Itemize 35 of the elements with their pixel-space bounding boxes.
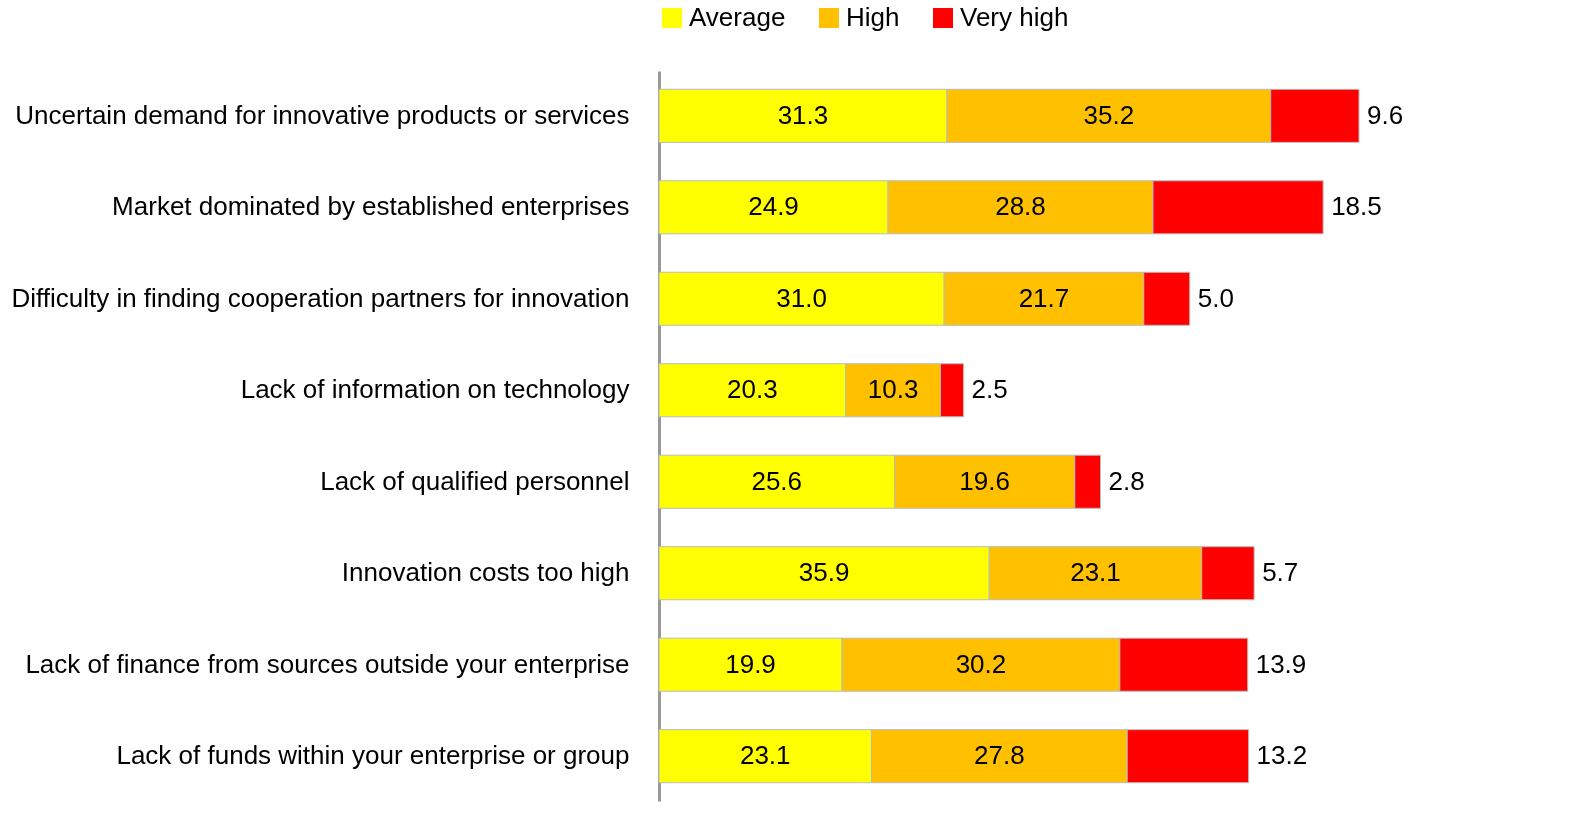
legend-label: High bbox=[846, 2, 900, 32]
data-label: 31.3 bbox=[777, 99, 829, 130]
data-label: 27.8 bbox=[974, 740, 1025, 771]
data-label: 31.0 bbox=[776, 282, 827, 313]
data-label: 2.8 bbox=[1108, 465, 1145, 496]
data-label: 35.2 bbox=[1083, 99, 1135, 130]
data-label: 13.2 bbox=[1256, 740, 1308, 771]
data-label: 21.7 bbox=[1018, 282, 1070, 313]
y-tick-label: Innovation costs too high bbox=[341, 557, 630, 588]
data-label: 9.6 bbox=[1367, 99, 1404, 130]
data-label: 24.9 bbox=[748, 191, 799, 222]
data-label: 25.6 bbox=[751, 465, 803, 496]
y-tick-label: Lack of information on technology bbox=[240, 374, 630, 405]
y-tick-label: Uncertain demand for innovative products or services bbox=[15, 99, 630, 130]
data-label: 13.9 bbox=[1255, 648, 1307, 679]
data-label: 28.8 bbox=[995, 191, 1046, 222]
legend-label: Very high bbox=[960, 2, 1069, 32]
data-label: 23.1 bbox=[739, 740, 791, 771]
data-label: 10.3 bbox=[867, 374, 919, 405]
data-label: 5.7 bbox=[1262, 557, 1299, 588]
data-label: 19.6 bbox=[959, 465, 1010, 496]
y-tick-label: Lack of finance from sources outside your enterprise bbox=[25, 648, 630, 679]
y-tick-label: Difficulty in finding cooperation partners for innovation bbox=[11, 282, 630, 313]
data-label: 18.5 bbox=[1331, 191, 1382, 222]
data-label: 35.9 bbox=[798, 557, 850, 588]
data-label: 19.9 bbox=[725, 648, 776, 679]
y-tick-label: Lack of funds within your enterprise or group bbox=[116, 740, 630, 771]
data-label: 5.0 bbox=[1197, 282, 1234, 313]
data-label: 23.1 bbox=[1070, 557, 1121, 588]
data-label: 2.5 bbox=[971, 374, 1008, 405]
y-tick-label: Lack of qualified personnel bbox=[320, 465, 630, 496]
data-label: 20.3 bbox=[727, 374, 778, 405]
y-tick-label: Market dominated by established enterprises bbox=[112, 191, 630, 222]
legend-label: Average bbox=[689, 2, 786, 32]
data-label: 30.2 bbox=[955, 648, 1007, 679]
